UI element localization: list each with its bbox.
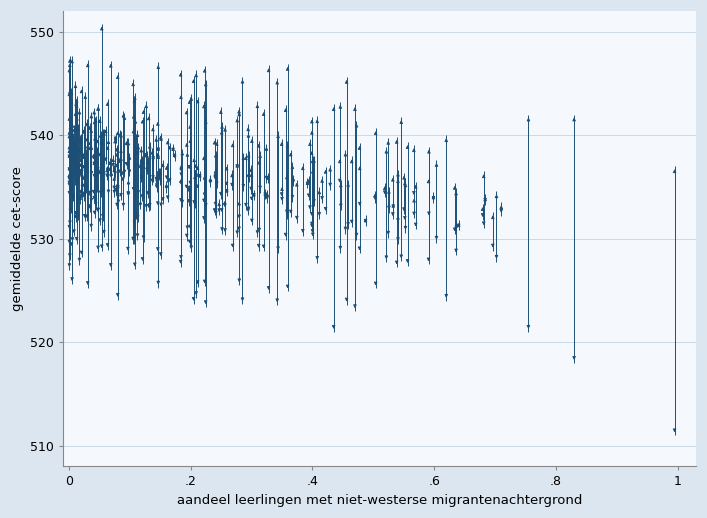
X-axis label: aandeel leerlingen met niet-westerse migrantenachtergrond: aandeel leerlingen met niet-westerse mig… [177, 494, 582, 507]
Y-axis label: gemiddelde cet-score: gemiddelde cet-score [11, 166, 24, 311]
